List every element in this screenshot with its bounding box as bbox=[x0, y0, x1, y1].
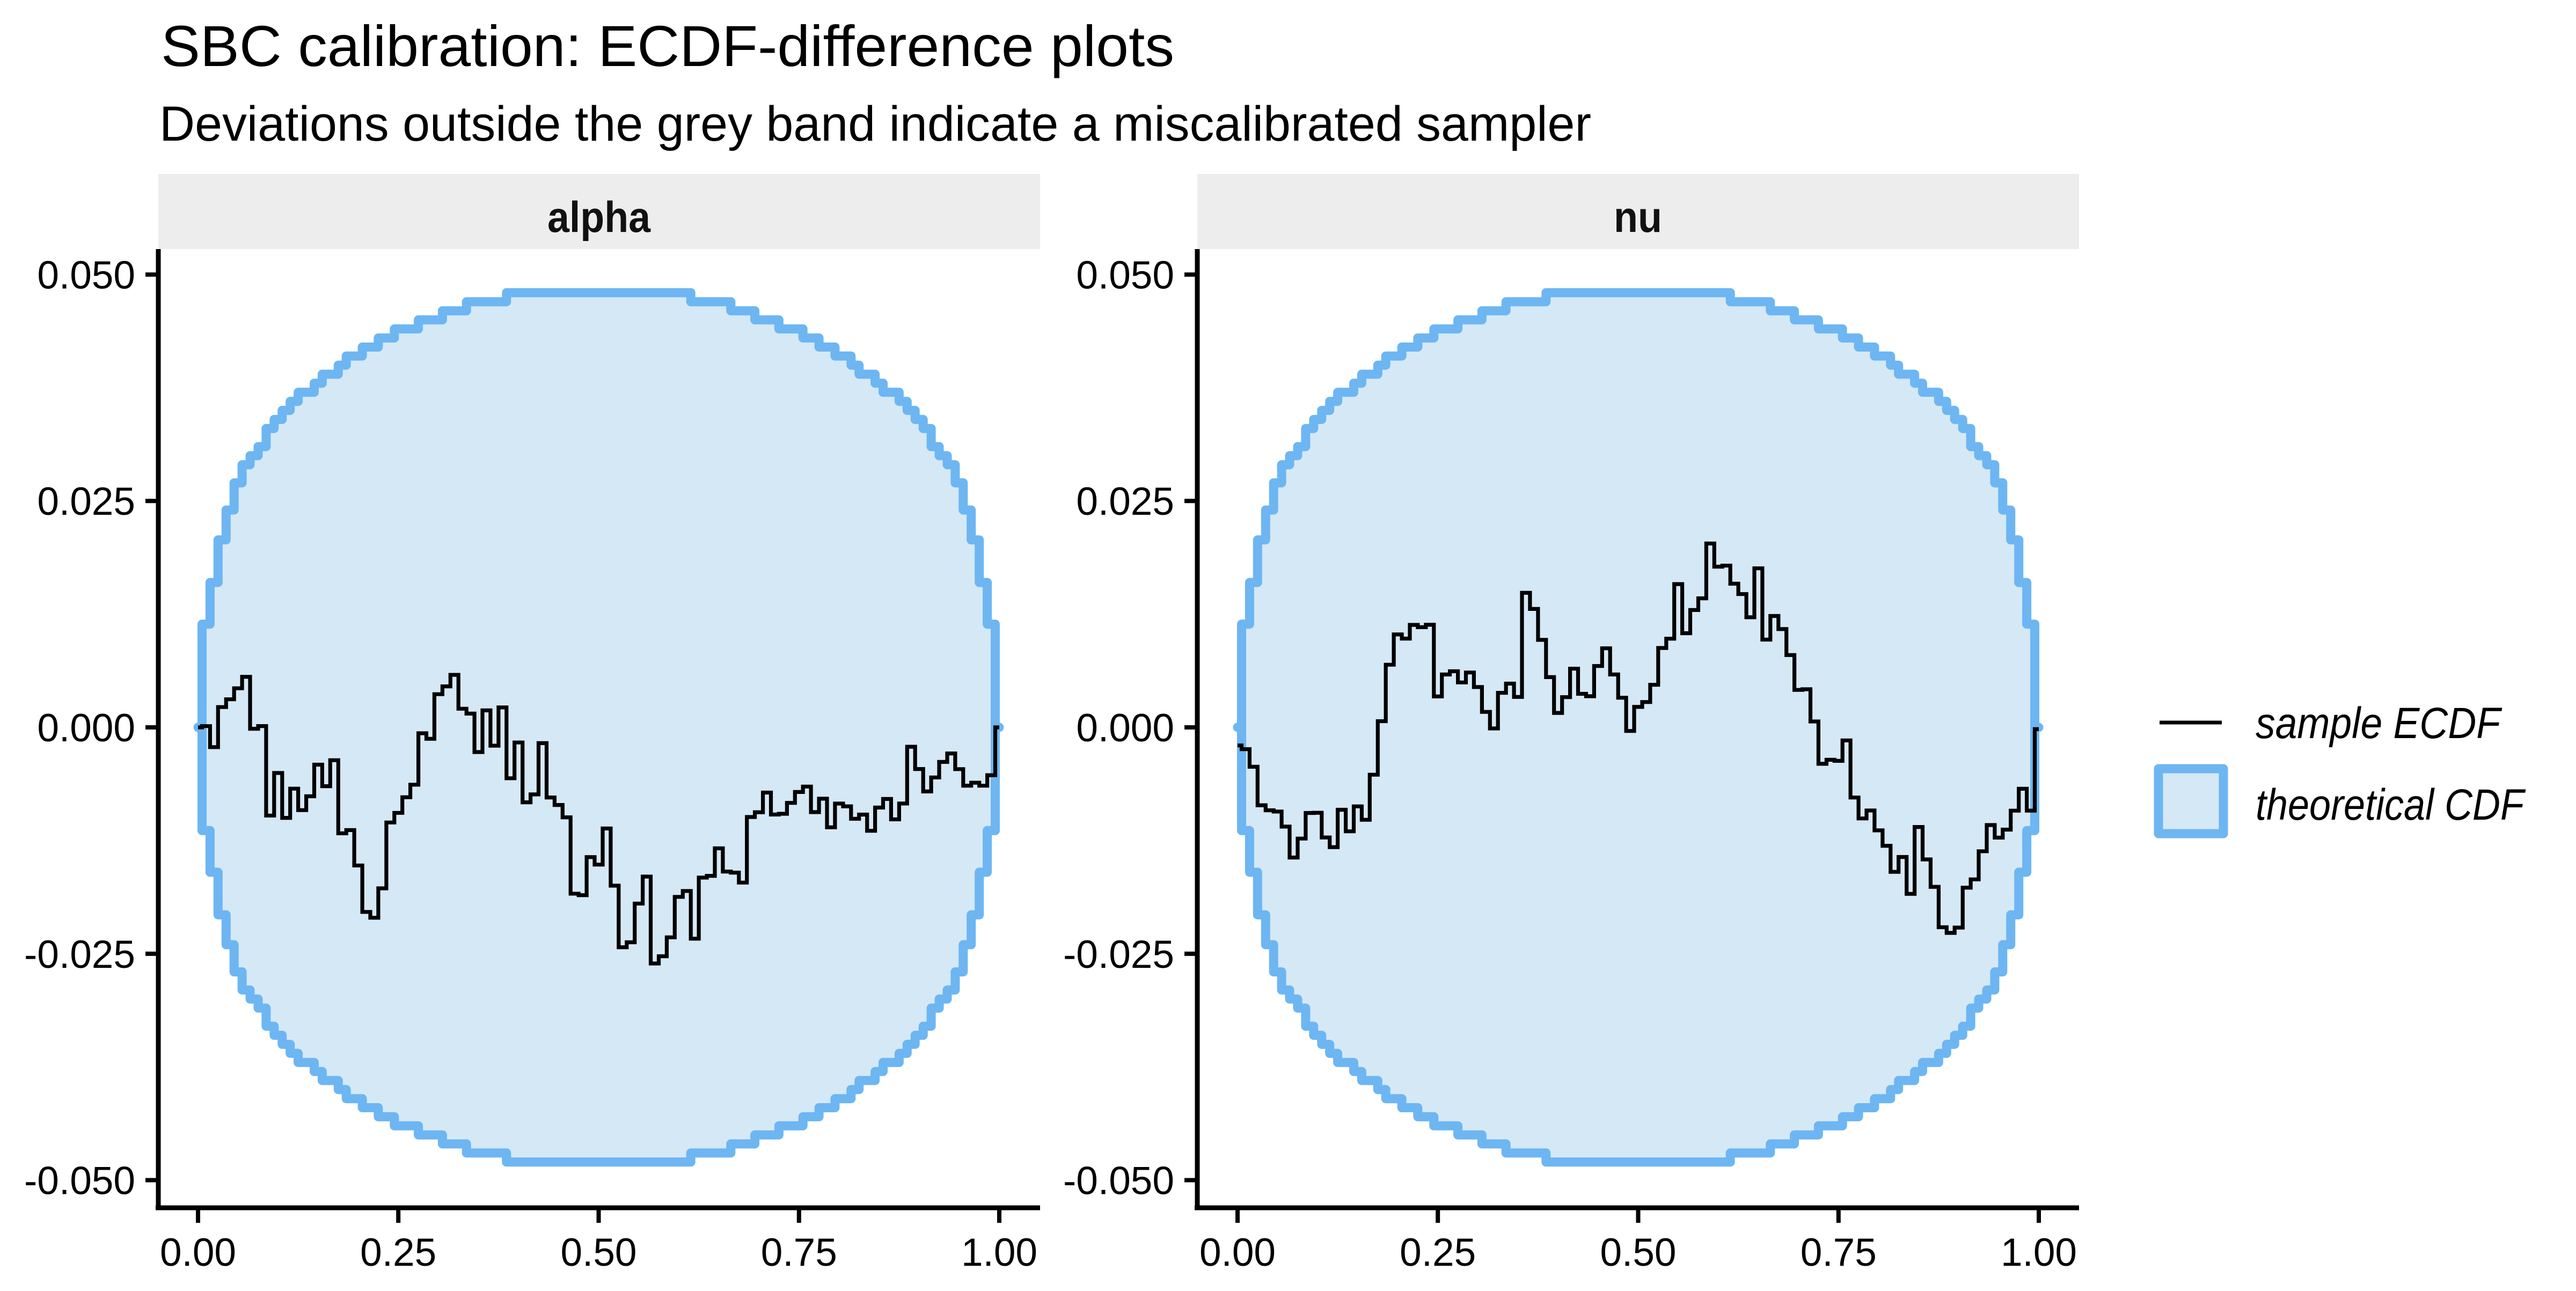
svg-text:0.050: 0.050 bbox=[1076, 254, 1174, 297]
svg-text:-0.050: -0.050 bbox=[1063, 1159, 1174, 1203]
svg-text:nu: nu bbox=[1614, 193, 1662, 242]
svg-text:-0.025: -0.025 bbox=[1063, 933, 1174, 976]
svg-text:theoretical CDF: theoretical CDF bbox=[2256, 781, 2526, 829]
svg-text:sample ECDF: sample ECDF bbox=[2256, 699, 2502, 748]
svg-text:SBC calibration: ECDF-differen: SBC calibration: ECDF-difference plots bbox=[161, 13, 1174, 78]
svg-text:0.000: 0.000 bbox=[37, 706, 135, 750]
svg-text:0.50: 0.50 bbox=[1600, 1231, 1676, 1274]
svg-text:Deviations outside the grey ba: Deviations outside the grey band indicat… bbox=[159, 97, 1591, 151]
svg-text:0.025: 0.025 bbox=[37, 480, 135, 523]
svg-text:1.00: 1.00 bbox=[2001, 1231, 2077, 1274]
svg-text:0.75: 0.75 bbox=[1801, 1231, 1877, 1274]
svg-text:0.000: 0.000 bbox=[1076, 706, 1174, 750]
svg-text:0.025: 0.025 bbox=[1076, 480, 1174, 523]
svg-text:alpha: alpha bbox=[547, 193, 651, 242]
svg-text:0.00: 0.00 bbox=[1199, 1231, 1276, 1274]
svg-text:0.75: 0.75 bbox=[761, 1231, 837, 1274]
svg-text:0.00: 0.00 bbox=[160, 1231, 236, 1274]
svg-text:0.25: 0.25 bbox=[1400, 1231, 1476, 1274]
svg-text:0.25: 0.25 bbox=[360, 1231, 436, 1274]
svg-text:1.00: 1.00 bbox=[961, 1231, 1037, 1274]
svg-text:-0.025: -0.025 bbox=[24, 933, 135, 976]
svg-text:0.050: 0.050 bbox=[37, 254, 135, 297]
svg-text:0.50: 0.50 bbox=[560, 1231, 636, 1274]
svg-text:-0.050: -0.050 bbox=[24, 1159, 135, 1203]
